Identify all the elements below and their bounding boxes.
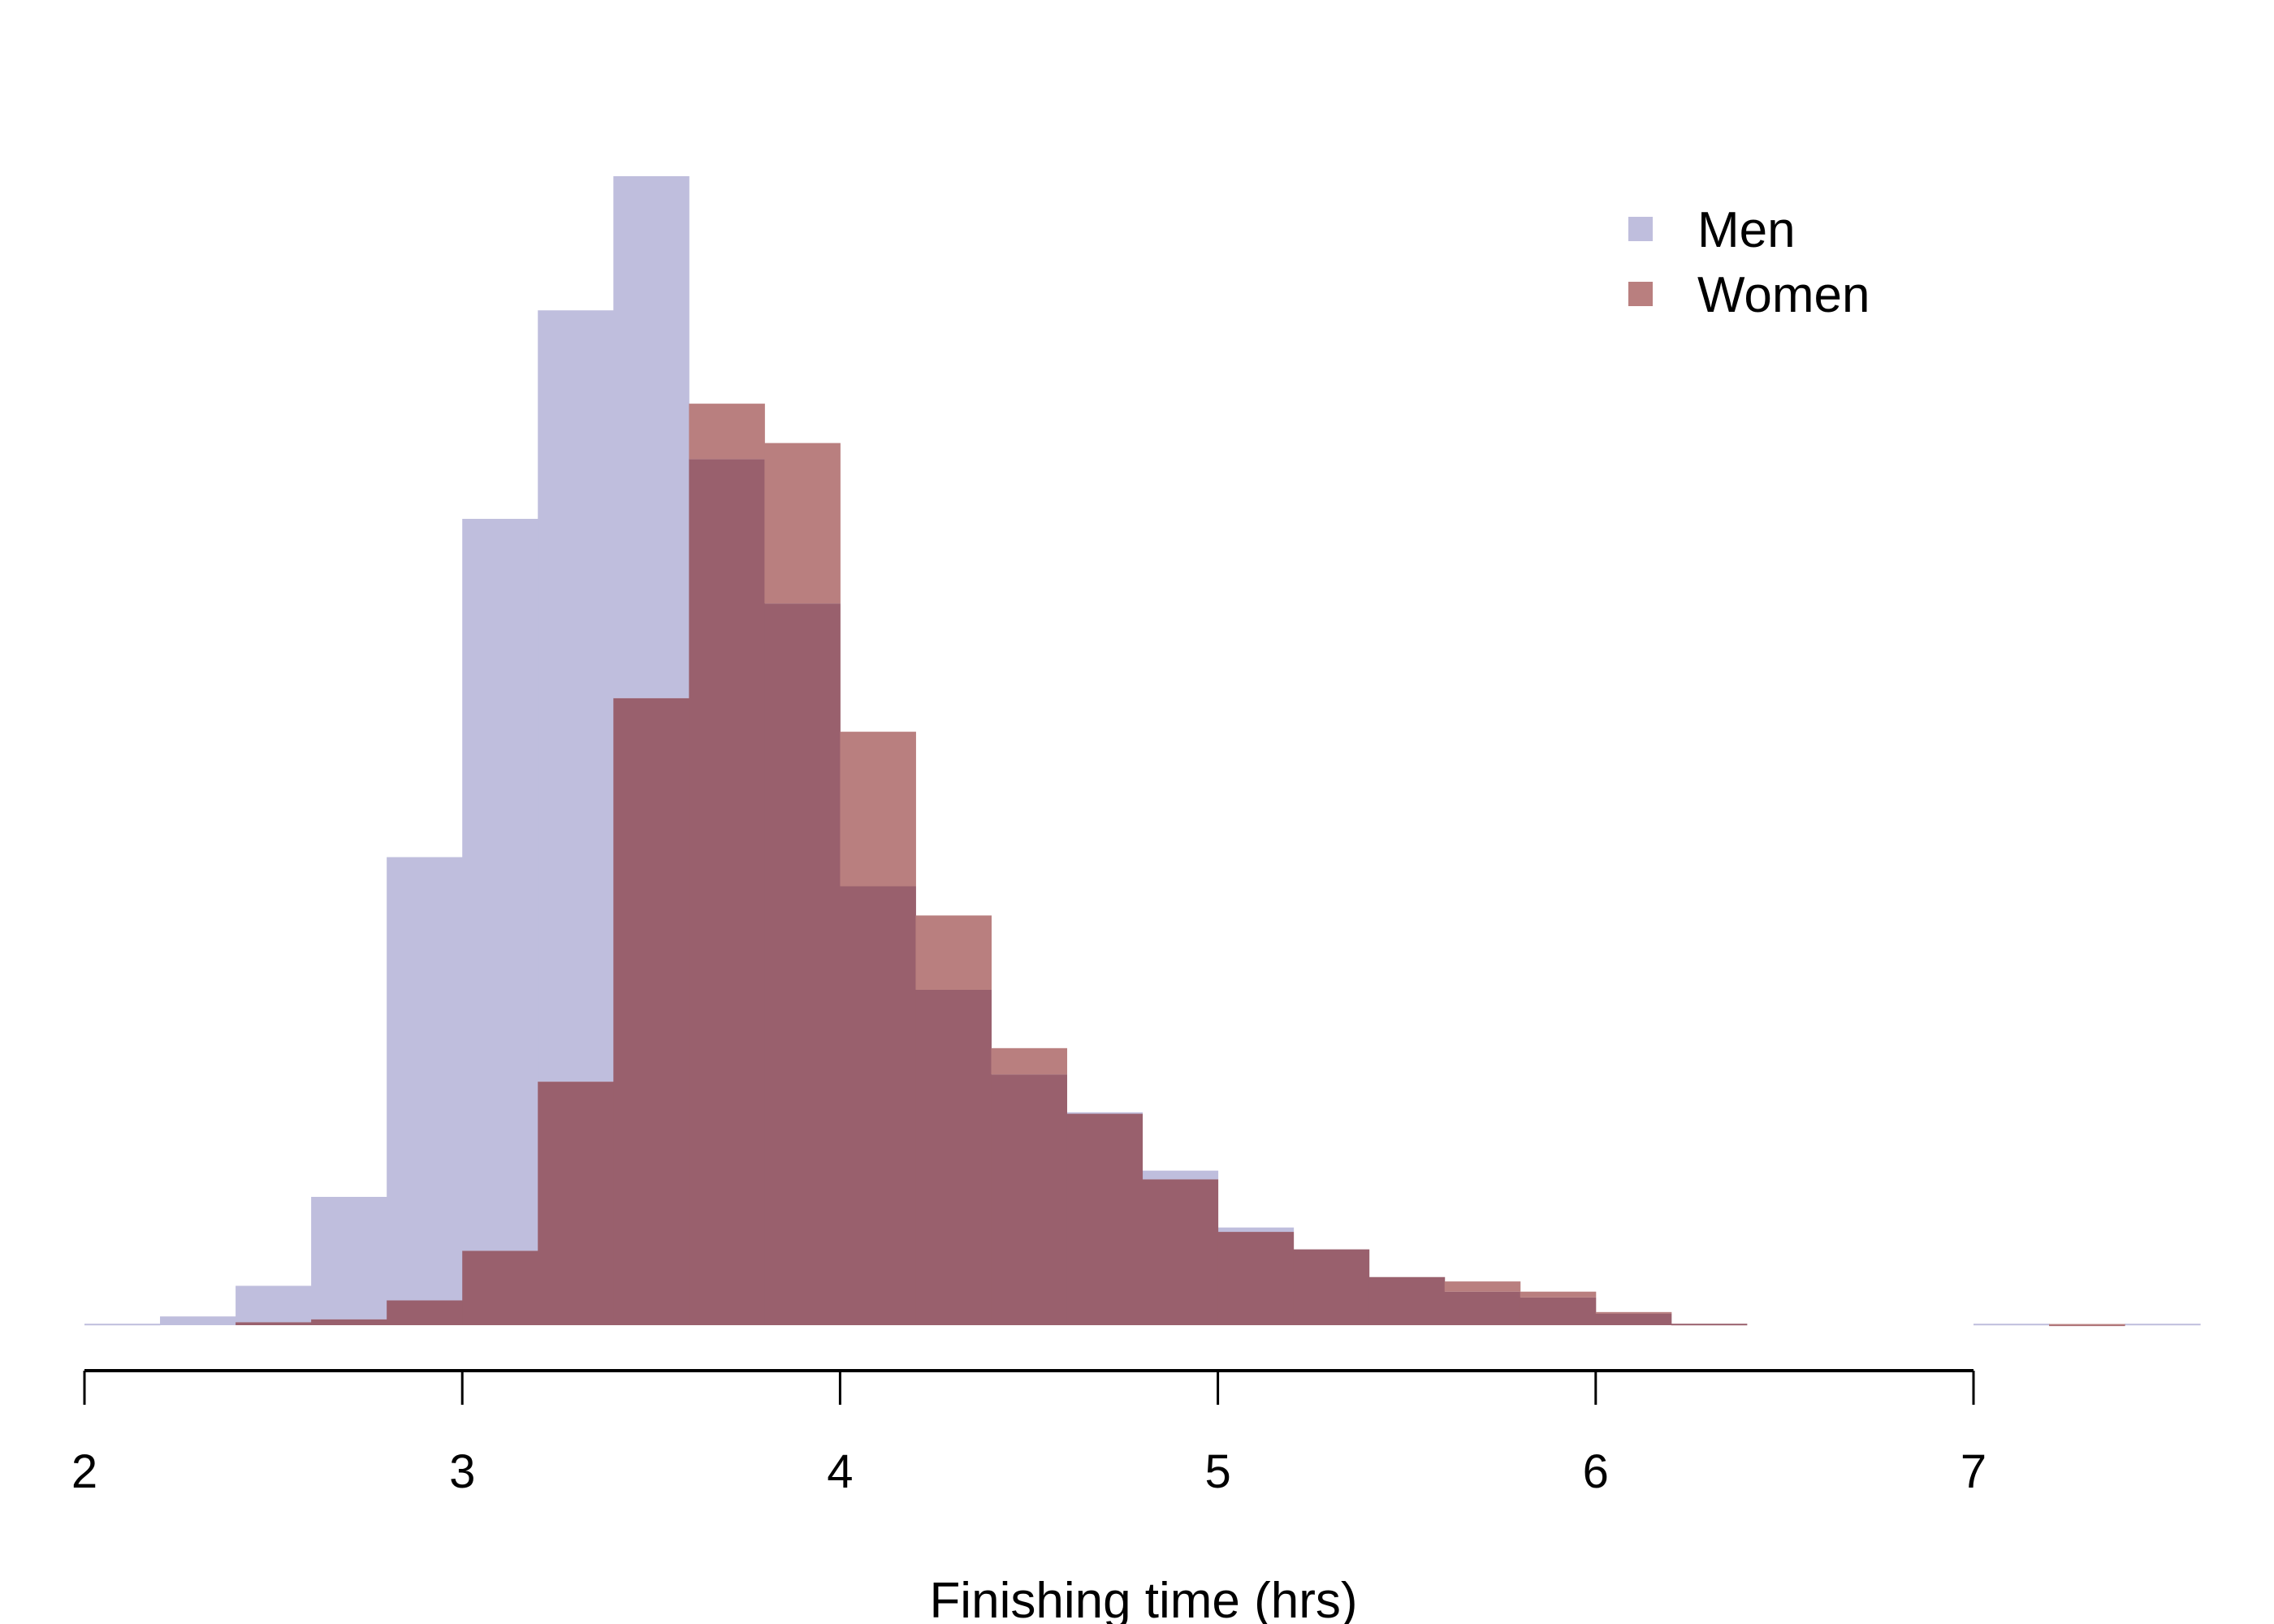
- x-tick-label: 5: [1204, 1445, 1230, 1498]
- overlap-bar: [236, 1322, 312, 1325]
- overlap-bar: [840, 886, 916, 1325]
- x-axis-title: Finishing time (hrs): [929, 1573, 1357, 1624]
- overlap-bar: [1293, 1249, 1370, 1325]
- overlap-bar: [764, 603, 841, 1325]
- men-bar: [613, 176, 690, 698]
- women-bar: [915, 915, 992, 990]
- women-bar: [689, 404, 765, 460]
- legend: Men Women: [1628, 202, 1870, 323]
- women-bars: [689, 404, 2125, 1326]
- x-tick-label: 4: [827, 1445, 853, 1498]
- men-bars: [84, 176, 2201, 1326]
- overlap-bar: [1368, 1276, 1446, 1325]
- x-tick-label: 2: [71, 1445, 97, 1498]
- men-bar: [311, 1196, 387, 1320]
- women-bar: [1520, 1291, 1597, 1298]
- overlap-bar: [462, 1250, 538, 1325]
- x-axis: 2 3 4 5 6 7: [71, 1369, 1987, 1498]
- legend-label-women: Women: [1697, 267, 1870, 323]
- men-bar: [236, 1285, 312, 1323]
- x-tick-label: 7: [1961, 1445, 1987, 1498]
- women-bar: [2049, 1324, 2125, 1326]
- overlap-bar: [915, 989, 992, 1325]
- x-tick-label: 6: [1583, 1445, 1609, 1498]
- overlap-bar: [1142, 1179, 1219, 1325]
- legend-swatch-women: [1628, 282, 1653, 306]
- women-bar: [1595, 1311, 1672, 1314]
- overlap-bar: [1217, 1232, 1295, 1325]
- x-tick-label: 3: [449, 1445, 475, 1498]
- legend-swatch-men: [1628, 217, 1653, 241]
- overlap-bar: [1066, 1113, 1143, 1325]
- men-bar: [84, 1324, 161, 1326]
- men-bar: [160, 1316, 236, 1325]
- overlap-bar: [1595, 1313, 1672, 1325]
- overlap-bar: [613, 698, 690, 1325]
- overlap-bar: [1671, 1324, 1748, 1326]
- women-bar: [1444, 1281, 1521, 1292]
- men-bar: [1217, 1227, 1295, 1233]
- overlap-bar: [991, 1074, 1068, 1325]
- men-bar: [2125, 1324, 2201, 1326]
- men-bar: [387, 857, 463, 1301]
- men-bar: [1066, 1112, 1143, 1114]
- women-bar: [991, 1047, 1068, 1075]
- legend-label-men: Men: [1697, 202, 1796, 258]
- overlap-bar: [311, 1319, 387, 1325]
- overlap-bars: [236, 459, 2125, 1327]
- men-bar: [462, 518, 538, 1251]
- women-bar: [764, 443, 841, 604]
- overlap-bar: [538, 1082, 614, 1325]
- women-bar: [840, 732, 916, 887]
- overlap-bar: [387, 1300, 463, 1325]
- men-bar: [1142, 1170, 1219, 1180]
- men-bar: [538, 310, 614, 1082]
- overlap-bar: [1444, 1291, 1521, 1325]
- overlap-bar: [689, 459, 765, 1325]
- men-bar: [1974, 1324, 2050, 1326]
- overlap-bar: [1520, 1297, 1597, 1325]
